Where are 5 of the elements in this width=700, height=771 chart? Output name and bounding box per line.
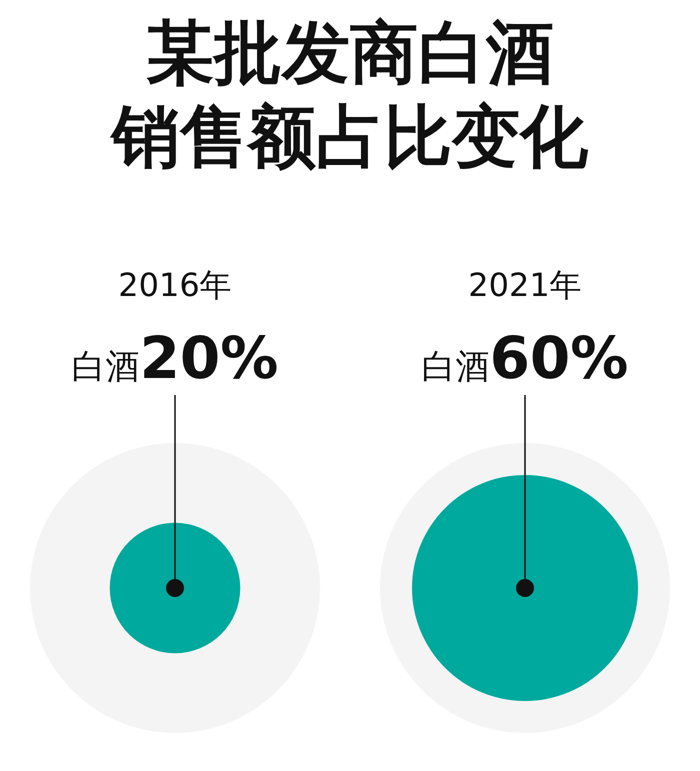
data-label: 白酒20% bbox=[72, 324, 278, 392]
text: 某批发商白酒销售额占比变化 bbox=[109, 13, 589, 179]
category-label: 2021年 bbox=[468, 266, 582, 304]
category-label: 2016年 bbox=[118, 266, 232, 304]
data-label: 白酒60% bbox=[422, 324, 628, 392]
